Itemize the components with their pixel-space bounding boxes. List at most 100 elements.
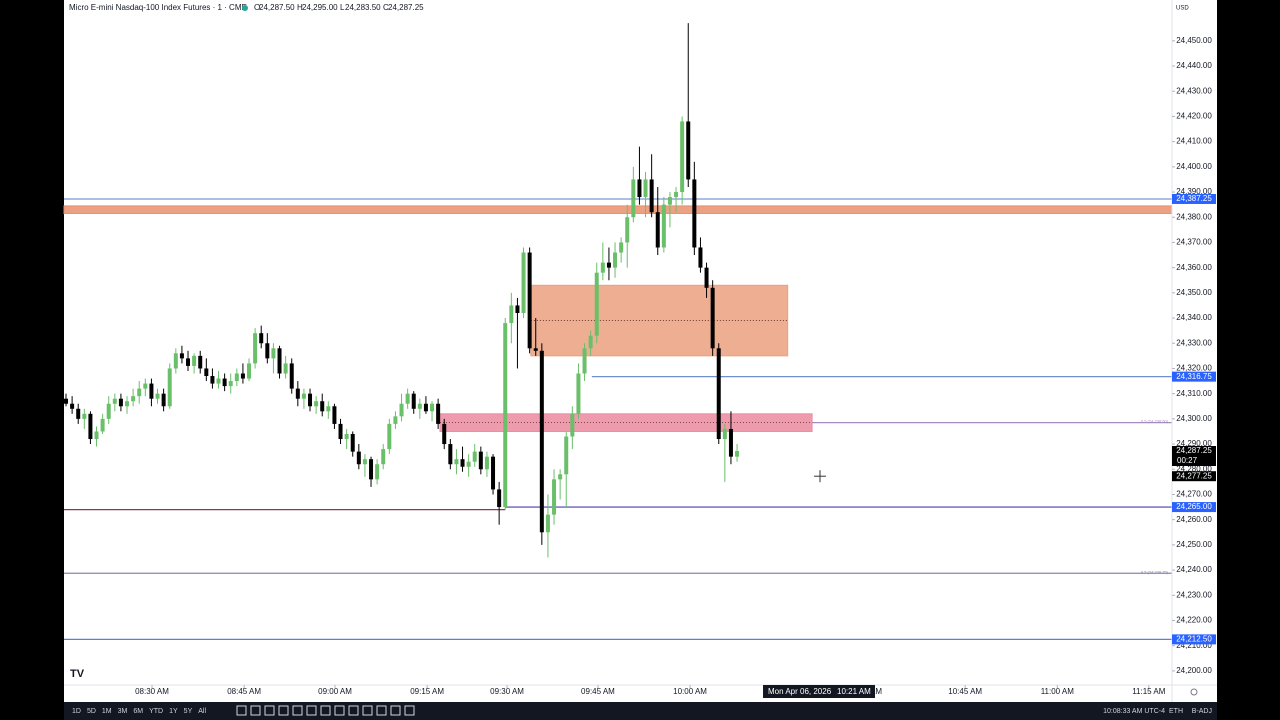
candle-body [167,368,172,407]
candle-body [70,403,75,409]
candle-body [454,459,459,465]
adjust[interactable]: B-ADJ [1192,708,1212,715]
logo[interactable]: TV [70,668,85,680]
candle-body [643,179,648,198]
currency[interactable]: USD [1176,6,1189,12]
tool-icon[interactable] [362,705,373,716]
y-tick-label: 24,240.00 [1176,565,1212,574]
candle-body [442,423,447,445]
ohlc: O24,287.50 H 24,295.00 L 24,283.50 C 24,287.25 [254,3,424,12]
candle-body [728,428,733,457]
candle-body [649,179,654,213]
range-button[interactable]: YTD [149,708,163,715]
candle-body [722,428,727,440]
candle-body [100,418,105,432]
tool-icon[interactable] [278,705,289,716]
y-tick-label: 24,370.00 [1176,238,1212,247]
candle-body [613,252,618,268]
candle-body [131,396,136,402]
settings-icon[interactable] [1190,688,1198,696]
price-label-box [1172,471,1216,482]
candle-body [381,449,386,465]
candle-body [186,358,191,366]
x-tick-label: 09:00 AM [318,687,352,696]
tool-icon[interactable] [334,705,345,716]
tool-icon[interactable] [404,705,415,716]
clock: 10:08:33 AM UTC-4 [1103,708,1165,715]
candle-body [289,363,294,389]
candle-body [155,393,160,399]
tool-icon[interactable] [376,705,387,716]
candle-body [515,305,520,314]
candle-body [710,287,715,349]
ohlc-value: 24,283.50 [345,3,381,12]
candle-body [735,450,740,457]
y-tick-label: 24,260.00 [1176,515,1212,524]
price-label-box [1172,371,1216,382]
symbol[interactable]: Micro E-mini Nasdaq-100 Index Futures · … [69,3,247,12]
tool-icon[interactable] [292,705,303,716]
tool-icon[interactable] [236,705,247,716]
candle-body [423,403,428,412]
candle-body [704,267,709,288]
candle-body [680,121,685,193]
candle-body [222,378,227,387]
candle-body [448,444,453,465]
level-label: 0.5 (24,238.75) [1141,569,1169,574]
candle-body [399,403,404,417]
candle-body [106,403,111,419]
range-button[interactable]: 1D [72,708,81,715]
candle-body [247,363,252,379]
candle-body [478,451,483,470]
price-label-box [1172,502,1216,513]
tool-icon[interactable] [348,705,359,716]
candle-body [625,217,630,243]
price-label-box [1172,445,1216,466]
range-button[interactable]: 6M [133,708,143,715]
candle-body [283,363,288,374]
candle-body [491,456,496,490]
tool-icon[interactable] [250,705,261,716]
x-tick-label: 10:00 AM [673,687,707,696]
candle-body [173,353,178,369]
candle-body [179,353,184,359]
status-dot [242,5,248,11]
range-button[interactable]: 5Y [184,708,193,715]
tool-icon[interactable] [320,705,331,716]
range-button[interactable]: 3M [118,708,128,715]
range-button[interactable]: 5D [87,708,96,715]
price-label: 24,287.25 [1176,446,1212,455]
y-tick-label: 24,320.00 [1176,364,1212,373]
x-tick-label: 09:15 AM [410,687,444,696]
y-tick-label: 24,450.00 [1176,36,1212,45]
tool-icon[interactable] [390,705,401,716]
y-tick-label: 24,210.00 [1176,641,1212,650]
plot: 0.5 (24,298.50) 0.5 (24,238.75) [63,23,1173,641]
candle-body [466,461,471,467]
candle-body [527,252,532,349]
candle-body [362,459,367,465]
y-tick-label: 24,340.00 [1176,313,1212,322]
y-tick-label: 24,200.00 [1176,666,1212,675]
x-tick-label: 11:00 AM [1041,687,1075,696]
candle-body [411,393,416,409]
candle-body [375,464,380,480]
session[interactable]: ETH [1169,708,1183,715]
crosshair-date: Mon Apr 06, 2026 [768,687,832,696]
candle-body [606,262,611,268]
candle-body [64,398,69,404]
candle-body [216,378,221,384]
candle-body [503,323,508,508]
y-tick-label: 24,410.00 [1176,137,1212,146]
candle-body [338,423,343,440]
range-button[interactable]: All [198,708,206,715]
candle-body [277,348,282,374]
candle-body [76,408,81,419]
candle-body [600,262,605,273]
tool-icon[interactable] [264,705,275,716]
range-button[interactable]: 1Y [169,708,178,715]
tool-icon[interactable] [306,705,317,716]
range-button[interactable]: 1M [102,708,112,715]
y-tick-label: 24,440.00 [1176,61,1212,70]
